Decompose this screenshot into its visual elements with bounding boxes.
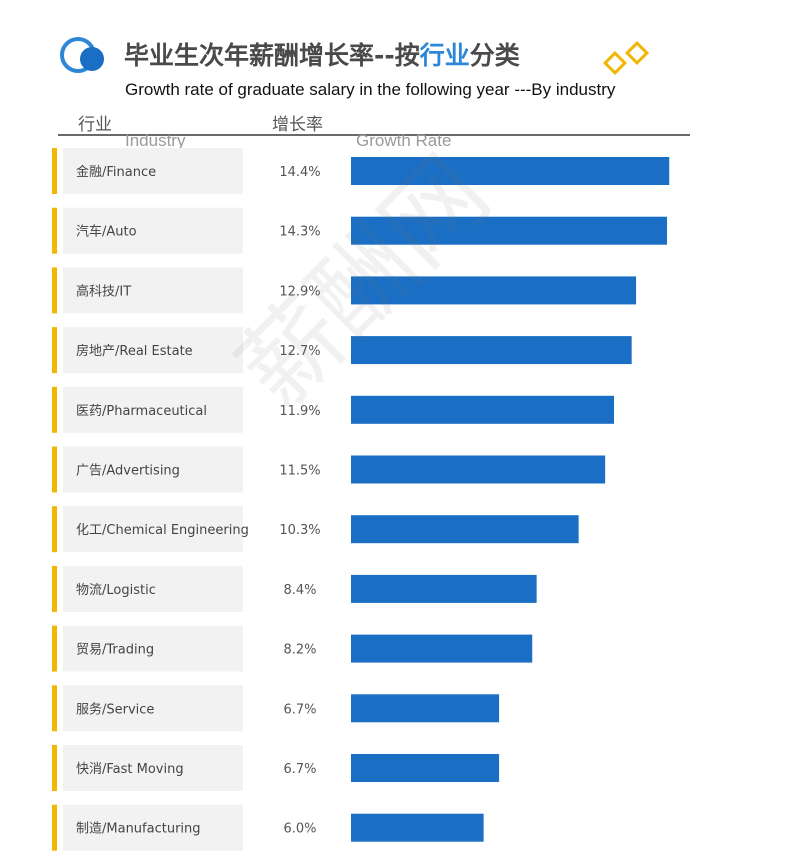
value-label: 12.9% xyxy=(279,284,320,299)
value-label: 8.2% xyxy=(283,643,316,658)
category-label: 制造/Manufacturing xyxy=(76,822,201,837)
column-header-industry: 行业 xyxy=(78,115,112,135)
value-label: 11.9% xyxy=(279,404,320,419)
chart-title-highlight: 行业 xyxy=(419,41,470,70)
chart-row: 汽车/Auto 14.3% xyxy=(52,207,668,254)
value-label: 14.4% xyxy=(279,165,320,180)
row-accent-marker xyxy=(52,446,57,493)
chart-row: 医药/Pharmaceutical 11.9% xyxy=(52,386,614,433)
bar xyxy=(351,336,632,365)
row-label-background xyxy=(63,804,243,851)
row-accent-marker xyxy=(52,267,57,314)
bar xyxy=(351,634,533,663)
logo-icon xyxy=(60,37,104,73)
category-label: 广告/Advertising xyxy=(76,464,180,479)
chart-row: 制造/Manufacturing 6.0% xyxy=(52,804,484,851)
category-label: 化工/Chemical Engineering xyxy=(76,523,249,538)
row-accent-marker xyxy=(52,804,57,851)
chart-row: 化工/Chemical Engineering 10.3% xyxy=(52,506,579,553)
chart-row: 房地产/Real Estate 12.7% xyxy=(52,327,632,374)
column-header-industry-en: Industry xyxy=(125,131,186,150)
row-accent-marker xyxy=(52,386,57,433)
chart-row: 物流/Logistic 8.4% xyxy=(52,565,537,612)
chart-row: 快消/Fast Moving 6.7% xyxy=(52,745,500,791)
value-label: 11.5% xyxy=(279,464,320,479)
bar xyxy=(351,455,606,484)
category-label: 快消/Fast Moving xyxy=(76,762,184,777)
category-label: 服务/Service xyxy=(76,701,154,717)
category-label: 物流/Logistic xyxy=(76,583,156,598)
column-header-rate: 增长率 xyxy=(272,115,323,135)
row-accent-marker xyxy=(52,565,57,612)
row-label-background xyxy=(63,745,243,791)
row-label-background xyxy=(63,207,243,254)
chart-title: 毕业生次年薪酬增长率--按行业分类 xyxy=(124,41,520,70)
value-label: 12.7% xyxy=(279,344,320,359)
diamond-decoration-icon xyxy=(602,40,650,76)
row-label-background xyxy=(63,267,243,314)
chart-row: 金融/Finance 14.4% xyxy=(52,148,670,194)
row-label-background xyxy=(63,506,243,553)
bar xyxy=(351,395,614,424)
bar xyxy=(351,694,500,723)
category-label: 高科技/IT xyxy=(76,283,131,299)
column-header-rate-en: Growth Rate xyxy=(356,131,452,150)
bar xyxy=(351,216,668,245)
row-accent-marker xyxy=(52,685,57,732)
bar xyxy=(351,157,670,185)
bar xyxy=(351,515,579,544)
value-label: 8.4% xyxy=(283,583,316,598)
value-label: 10.3% xyxy=(279,523,320,538)
bar xyxy=(351,276,637,305)
row-label-background xyxy=(63,148,243,194)
bar xyxy=(351,754,500,782)
row-accent-marker xyxy=(52,207,57,254)
chart-row: 广告/Advertising 11.5% xyxy=(52,446,606,493)
header-divider xyxy=(58,134,690,136)
row-label-background xyxy=(63,327,243,374)
row-label-background xyxy=(63,565,243,612)
row-accent-marker xyxy=(52,745,57,791)
category-label: 金融/Finance xyxy=(76,164,156,180)
category-label: 医药/Pharmaceutical xyxy=(76,404,207,419)
chart-row: 贸易/Trading 8.2% xyxy=(52,625,533,672)
row-label-background xyxy=(63,386,243,433)
chart-row: 服务/Service 6.7% xyxy=(52,685,500,732)
row-label-background xyxy=(63,685,243,732)
category-label: 贸易/Trading xyxy=(76,643,154,658)
bar xyxy=(351,574,537,603)
row-accent-marker xyxy=(52,506,57,553)
chart-subtitle: Growth rate of graduate salary in the fo… xyxy=(125,80,616,99)
chart-row: 高科技/IT 12.9% xyxy=(52,267,637,314)
value-label: 6.7% xyxy=(283,762,316,777)
value-label: 14.3% xyxy=(279,225,320,240)
value-label: 6.7% xyxy=(283,702,316,717)
row-accent-marker xyxy=(52,148,57,194)
row-accent-marker xyxy=(52,327,57,374)
category-label: 汽车/Auto xyxy=(76,224,137,240)
bar xyxy=(351,813,484,842)
value-label: 6.0% xyxy=(283,822,316,837)
row-label-background xyxy=(63,446,243,493)
row-label-background xyxy=(63,625,243,672)
row-accent-marker xyxy=(52,625,57,672)
category-label: 房地产/Real Estate xyxy=(76,343,193,359)
